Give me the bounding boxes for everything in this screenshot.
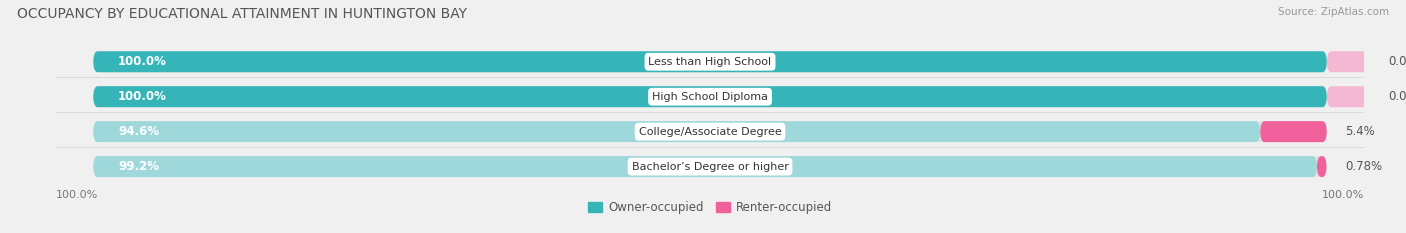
Text: OCCUPANCY BY EDUCATIONAL ATTAINMENT IN HUNTINGTON BAY: OCCUPANCY BY EDUCATIONAL ATTAINMENT IN H… (17, 7, 467, 21)
FancyBboxPatch shape (93, 51, 1327, 72)
Text: Bachelor’s Degree or higher: Bachelor’s Degree or higher (631, 162, 789, 171)
Text: 100.0%: 100.0% (118, 55, 167, 68)
Text: 100.0%: 100.0% (1322, 190, 1364, 200)
Text: Source: ZipAtlas.com: Source: ZipAtlas.com (1278, 7, 1389, 17)
Text: High School Diploma: High School Diploma (652, 92, 768, 102)
Text: 0.78%: 0.78% (1346, 160, 1382, 173)
Text: 100.0%: 100.0% (56, 190, 98, 200)
FancyBboxPatch shape (93, 86, 1327, 107)
Legend: Owner-occupied, Renter-occupied: Owner-occupied, Renter-occupied (583, 197, 837, 219)
Text: 99.2%: 99.2% (118, 160, 159, 173)
Text: 100.0%: 100.0% (118, 90, 167, 103)
Text: 0.0%: 0.0% (1389, 55, 1406, 68)
FancyBboxPatch shape (93, 121, 1327, 142)
Text: 94.6%: 94.6% (118, 125, 159, 138)
FancyBboxPatch shape (93, 156, 1327, 177)
FancyBboxPatch shape (93, 51, 1327, 72)
FancyBboxPatch shape (93, 121, 1260, 142)
Text: 0.0%: 0.0% (1389, 90, 1406, 103)
FancyBboxPatch shape (93, 86, 1327, 107)
Text: College/Associate Degree: College/Associate Degree (638, 127, 782, 137)
FancyBboxPatch shape (1327, 51, 1369, 72)
FancyBboxPatch shape (1317, 156, 1327, 177)
FancyBboxPatch shape (1327, 86, 1369, 107)
Text: 5.4%: 5.4% (1346, 125, 1375, 138)
FancyBboxPatch shape (1260, 121, 1327, 142)
FancyBboxPatch shape (93, 156, 1317, 177)
Text: Less than High School: Less than High School (648, 57, 772, 67)
